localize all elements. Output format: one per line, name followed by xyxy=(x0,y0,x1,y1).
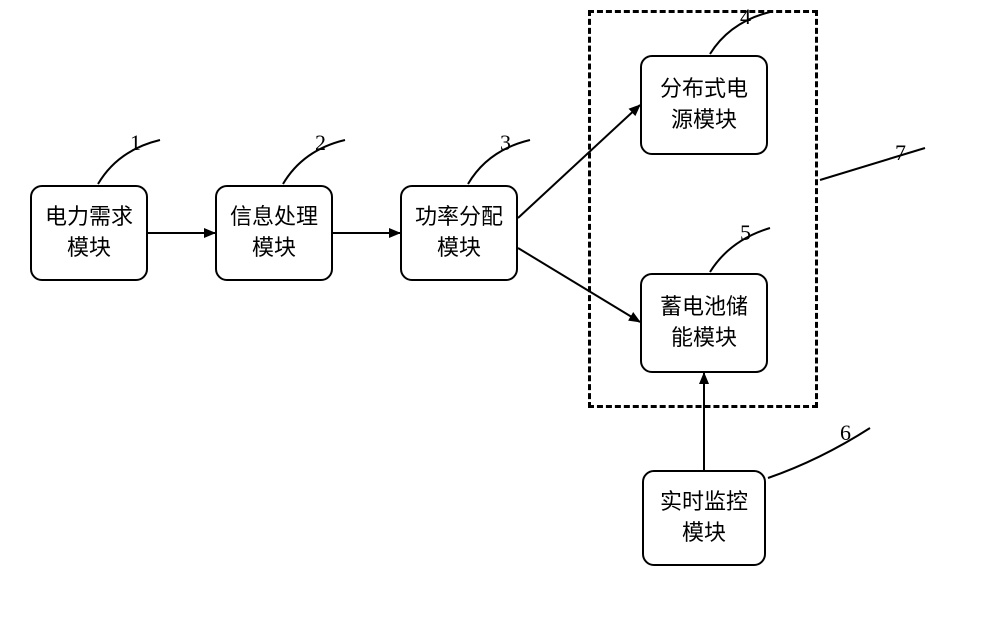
ref-number-3: 3 xyxy=(500,130,511,156)
diagram-canvas: 电力需求模块 信息处理模块 功率分配模块 分布式电源模块 蓄电池储能模块 实时监… xyxy=(0,0,1000,622)
ref-number-4: 4 xyxy=(740,4,751,30)
ref-curve-6 xyxy=(768,428,870,478)
node-label: 电力需求模块 xyxy=(45,202,133,264)
node-realtime-monitor: 实时监控模块 xyxy=(642,470,766,566)
node-power-demand: 电力需求模块 xyxy=(30,185,148,281)
ref-curve-2 xyxy=(283,140,345,184)
ref-number-1: 1 xyxy=(130,130,141,156)
ref-number-5: 5 xyxy=(740,220,751,246)
ref-curve-7 xyxy=(820,148,925,180)
ref-number-2: 2 xyxy=(315,130,326,156)
node-power-allocation: 功率分配模块 xyxy=(400,185,518,281)
node-label: 功率分配模块 xyxy=(415,202,503,264)
node-battery-storage: 蓄电池储能模块 xyxy=(640,273,768,373)
node-label: 信息处理模块 xyxy=(230,202,318,264)
ref-curve-3 xyxy=(468,140,530,184)
node-info-processing: 信息处理模块 xyxy=(215,185,333,281)
ref-number-7: 7 xyxy=(895,140,906,166)
node-label: 分布式电源模块 xyxy=(660,74,748,136)
node-label: 实时监控模块 xyxy=(660,487,748,549)
svg-overlay xyxy=(0,0,1000,622)
ref-number-6: 6 xyxy=(840,420,851,446)
node-distributed-power: 分布式电源模块 xyxy=(640,55,768,155)
node-label: 蓄电池储能模块 xyxy=(660,292,748,354)
ref-curve-1 xyxy=(98,140,160,184)
